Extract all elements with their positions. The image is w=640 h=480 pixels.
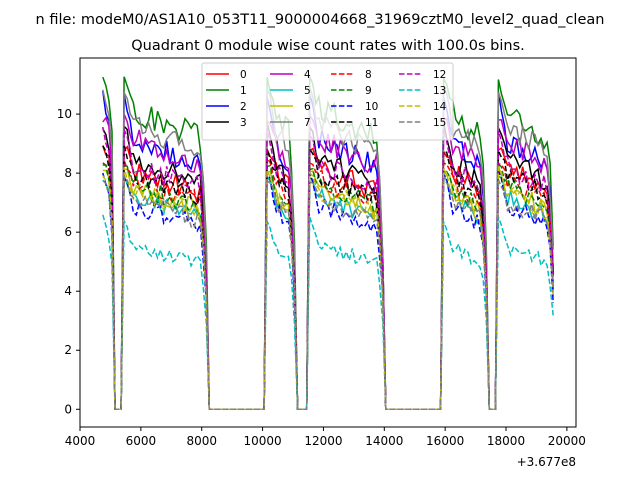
series-line-module-9	[102, 162, 554, 411]
x-tick-label: 4000	[65, 434, 96, 448]
axes-frame	[79, 57, 577, 428]
x-tick-label: 8000	[186, 434, 217, 448]
x-tick-label: 10000	[243, 434, 281, 448]
y-tick-label: 2	[64, 343, 72, 357]
y-tick-label: 8	[64, 166, 72, 180]
legend-box	[201, 62, 454, 141]
legend-label-module-13: 13	[433, 85, 446, 97]
y-tick-label: 0	[64, 402, 72, 416]
series-line-module-10	[102, 170, 554, 411]
legend-label-module-14: 14	[433, 101, 447, 113]
series-line-module-3	[102, 122, 554, 411]
legend-label-module-15: 15	[433, 117, 446, 129]
x-tick-label: 16000	[426, 434, 464, 448]
series-line-module-0	[102, 145, 554, 411]
legend-label-module-10: 10	[365, 101, 378, 113]
legend-label-module-5: 5	[304, 85, 311, 97]
legend-label-module-11: 11	[365, 117, 378, 129]
legend-label-module-7: 7	[304, 117, 311, 129]
legend-label-module-8: 8	[365, 69, 372, 81]
series-line-module-14	[102, 164, 554, 411]
x-tick-label: 20000	[548, 434, 586, 448]
series-line-module-12	[102, 126, 554, 411]
series-line-module-15	[102, 173, 554, 411]
legend-label-module-2: 2	[240, 101, 247, 113]
y-tick-label: 4	[64, 284, 72, 298]
legend-label-module-1: 1	[240, 85, 247, 97]
x-tick-label: 6000	[126, 434, 157, 448]
series-line-module-2	[102, 90, 554, 411]
series-line-module-13	[102, 214, 554, 411]
x-axis-offset-label: +3.677e8	[517, 455, 576, 469]
legend-label-module-12: 12	[433, 69, 446, 81]
series-line-module-8	[102, 156, 554, 411]
x-tick-label: 14000	[365, 434, 403, 448]
figure-suptitle: n file: modeM0/AS1A10_053T11_9000004668_…	[36, 12, 605, 28]
chart-title: Quadrant 0 module wise count rates with …	[131, 38, 525, 54]
x-tick-label: 18000	[487, 434, 525, 448]
x-axis: 4000 6000 8000 10000 12000 14000 16000 18000 200…	[65, 427, 586, 448]
x-tick-label: 12000	[304, 434, 342, 448]
legend-label-module-4: 4	[304, 69, 311, 81]
y-tick-label: 6	[64, 225, 72, 239]
legend-label-module-9: 9	[365, 85, 372, 97]
y-tick-label: 10	[57, 107, 72, 121]
y-axis: 0 2 4 6 8 10	[57, 107, 80, 416]
legend-label-module-3: 3	[240, 117, 247, 129]
legend-label-module-0: 0	[240, 69, 247, 81]
legend-label-module-6: 6	[304, 101, 311, 113]
